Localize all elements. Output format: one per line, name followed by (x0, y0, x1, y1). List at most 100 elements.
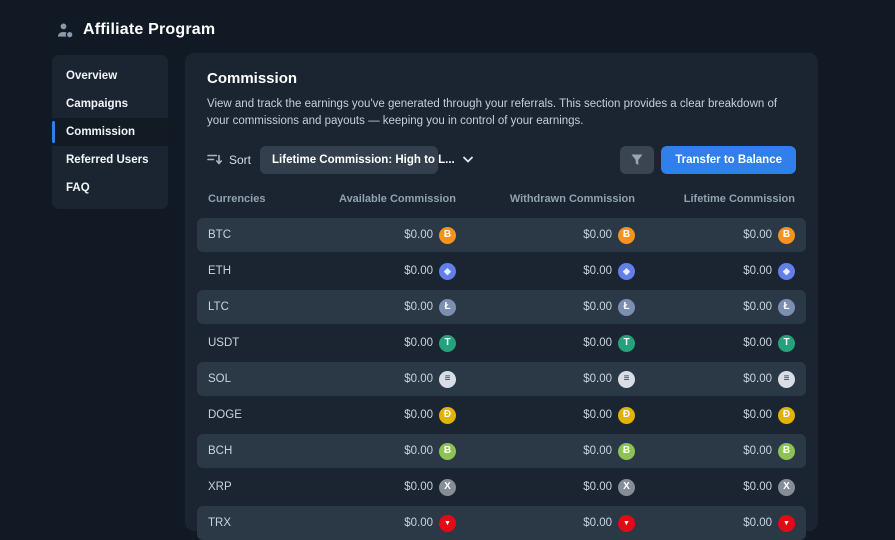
available-amount: $0.00 (404, 337, 433, 349)
withdrawn-amount: $0.00 (583, 409, 612, 421)
lifetime-commission-cell: $0.00 ◆ (635, 262, 795, 280)
sidebar-item-commission[interactable]: Commission (52, 118, 168, 146)
page-title: Affiliate Program (83, 21, 216, 38)
bch-icon: Ƀ (618, 442, 635, 460)
app-header: Affiliate Program (0, 0, 895, 44)
usdt-icon: T (439, 334, 456, 352)
sidebar-item-label: FAQ (66, 182, 90, 194)
section-description: View and track the earnings you've gener… (207, 98, 778, 127)
table-row: TRX $0.00 ▼ $0.00 ▼ $0.00 ▼ (197, 506, 806, 540)
available-commission-cell: $0.00 ▼ (277, 514, 456, 532)
sidebar-item-label: Referred Users (66, 154, 149, 166)
btc-icon: Ƀ (778, 226, 795, 244)
lifetime-commission-cell: $0.00 Ƀ (635, 442, 795, 460)
lifetime-amount: $0.00 (743, 481, 772, 493)
sol-icon: ≡ (778, 370, 795, 388)
table-row: XRP $0.00 X $0.00 X $0.00 X (197, 470, 806, 504)
chevron-down-icon (462, 156, 473, 163)
sort-dropdown-value: Lifetime Commission: High to L... (272, 153, 455, 166)
trx-icon: ▼ (439, 514, 456, 532)
btc-icon: Ƀ (618, 226, 635, 244)
transfer-to-balance-button[interactable]: Transfer to Balance (661, 145, 796, 174)
withdrawn-commission-cell: $0.00 ≡ (456, 370, 635, 388)
withdrawn-commission-cell: $0.00 X (456, 478, 635, 496)
table-row: ETH $0.00 ◆ $0.00 ◆ $0.00 ◆ (197, 254, 806, 288)
available-commission-cell: $0.00 T (277, 334, 456, 352)
available-amount: $0.00 (404, 229, 433, 241)
lifetime-amount: $0.00 (743, 373, 772, 385)
sort-dropdown[interactable]: Lifetime Commission: High to L... (260, 145, 473, 174)
withdrawn-amount: $0.00 (583, 337, 612, 349)
table-header-row: Currencies Available Commission Withdraw… (197, 188, 806, 210)
currency-code: DOGE (208, 409, 242, 421)
eth-icon: ◆ (439, 262, 456, 280)
doge-icon: Ð (778, 406, 795, 424)
lifetime-amount: $0.00 (743, 229, 772, 241)
sidebar-item-campaigns[interactable]: Campaigns (52, 90, 168, 118)
lifetime-commission-cell: $0.00 Ł (635, 298, 795, 316)
currency-code: LTC (208, 301, 229, 313)
withdrawn-amount: $0.00 (583, 481, 612, 493)
doge-icon: Ð (618, 406, 635, 424)
sidebar-item-label: Overview (66, 70, 118, 82)
currency-code: BTC (208, 229, 231, 241)
eth-icon: ◆ (778, 262, 795, 280)
lifetime-amount: $0.00 (743, 301, 772, 313)
currency-code: ETH (208, 265, 231, 277)
table-row: SOL $0.00 ≡ $0.00 ≡ $0.00 ≡ (197, 362, 806, 396)
available-commission-cell: $0.00 Ƀ (277, 226, 456, 244)
sidebar-item-faq[interactable]: FAQ (52, 174, 168, 202)
lifetime-commission-cell: $0.00 X (635, 478, 795, 496)
col-lifetime-commission: Lifetime Commission (683, 193, 795, 205)
sidebar: Overview Campaigns Commission Referred U… (52, 55, 168, 209)
bch-icon: Ƀ (778, 442, 795, 460)
xrp-icon: X (439, 478, 456, 496)
sidebar-item-label: Campaigns (66, 98, 128, 110)
available-commission-cell: $0.00 X (277, 478, 456, 496)
table-body: BTC $0.00 Ƀ $0.00 Ƀ $0.00 Ƀ ETH $0.00 ◆ … (197, 218, 806, 540)
available-amount: $0.00 (404, 373, 433, 385)
filter-button[interactable] (620, 145, 655, 174)
table-row: USDT $0.00 T $0.00 T $0.00 T (197, 326, 806, 360)
lifetime-amount: $0.00 (743, 445, 772, 457)
currency-code: SOL (208, 373, 232, 385)
active-indicator (52, 65, 55, 87)
lifetime-commission-cell: $0.00 ▼ (635, 514, 795, 532)
withdrawn-amount: $0.00 (583, 301, 612, 313)
table-controls: Sort Lifetime Commission: High to L... T… (207, 145, 796, 174)
available-commission-cell: $0.00 Ð (277, 406, 456, 424)
sol-icon: ≡ (439, 370, 456, 388)
sidebar-item-label: Commission (66, 126, 136, 138)
sidebar-item-referred-users[interactable]: Referred Users (52, 146, 168, 174)
sol-icon: ≡ (618, 370, 635, 388)
eth-icon: ◆ (618, 262, 635, 280)
lifetime-commission-cell: $0.00 ≡ (635, 370, 795, 388)
ltc-icon: Ł (618, 298, 635, 316)
withdrawn-amount: $0.00 (583, 373, 612, 385)
available-amount: $0.00 (404, 481, 433, 493)
available-commission-cell: $0.00 Ƀ (277, 442, 456, 460)
available-amount: $0.00 (404, 517, 433, 529)
active-indicator (52, 93, 55, 115)
currency-code: USDT (208, 337, 240, 349)
usdt-icon: T (618, 334, 635, 352)
active-indicator (52, 121, 55, 143)
available-amount: $0.00 (404, 265, 433, 277)
active-indicator (52, 177, 55, 199)
currency-code: XRP (208, 481, 232, 493)
sidebar-item-overview[interactable]: Overview (52, 62, 168, 90)
table-row: LTC $0.00 Ł $0.00 Ł $0.00 Ł (197, 290, 806, 324)
lifetime-commission-cell: $0.00 Ð (635, 406, 795, 424)
withdrawn-commission-cell: $0.00 Ƀ (456, 226, 635, 244)
sort-label: Sort (229, 152, 252, 167)
withdrawn-commission-cell: $0.00 ◆ (456, 262, 635, 280)
lifetime-amount: $0.00 (743, 409, 772, 421)
withdrawn-commission-cell: $0.00 Ł (456, 298, 635, 316)
active-indicator (52, 149, 55, 171)
withdrawn-amount: $0.00 (583, 445, 612, 457)
doge-icon: Ð (439, 406, 456, 424)
available-amount: $0.00 (404, 445, 433, 457)
xrp-icon: X (778, 478, 795, 496)
lifetime-amount: $0.00 (743, 337, 772, 349)
ltc-icon: Ł (778, 298, 795, 316)
